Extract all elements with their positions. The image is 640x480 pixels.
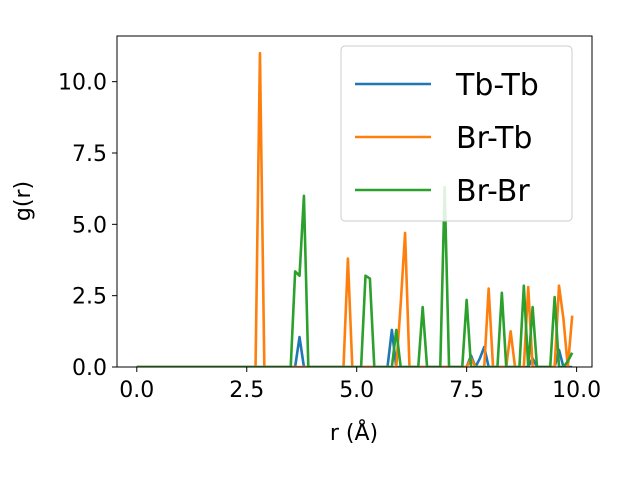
legend-label-1: Br-Tb bbox=[456, 121, 532, 156]
x-tick-label: 10.0 bbox=[552, 378, 601, 403]
x-tick-label: 0.0 bbox=[119, 378, 154, 403]
x-tick-label: 5.0 bbox=[339, 378, 374, 403]
y-axis-label: g(r) bbox=[11, 181, 36, 221]
y-axis: 0.0 2.5 5.0 7.5 10.0 bbox=[58, 71, 117, 381]
x-axis-label: r (Å) bbox=[330, 419, 378, 446]
plot-frame bbox=[116, 35, 593, 368]
x-tick-label: 7.5 bbox=[449, 378, 484, 403]
x-tick-label: 2.5 bbox=[229, 378, 264, 403]
y-tick-label: 5.0 bbox=[72, 213, 107, 238]
y-tick-label: 2.5 bbox=[72, 285, 107, 310]
x-axis: 0.0 2.5 5.0 7.5 10.0 bbox=[119, 367, 601, 403]
legend: Tb-Tb Br-Tb Br-Br bbox=[340, 45, 573, 222]
legend-box bbox=[340, 45, 573, 222]
y-tick-label: 10.0 bbox=[58, 71, 107, 96]
legend-label-2: Br-Br bbox=[456, 174, 530, 209]
y-tick-label: 7.5 bbox=[72, 142, 107, 167]
y-tick-label: 0.0 bbox=[72, 356, 107, 381]
legend-label-0: Tb-Tb bbox=[455, 68, 539, 103]
